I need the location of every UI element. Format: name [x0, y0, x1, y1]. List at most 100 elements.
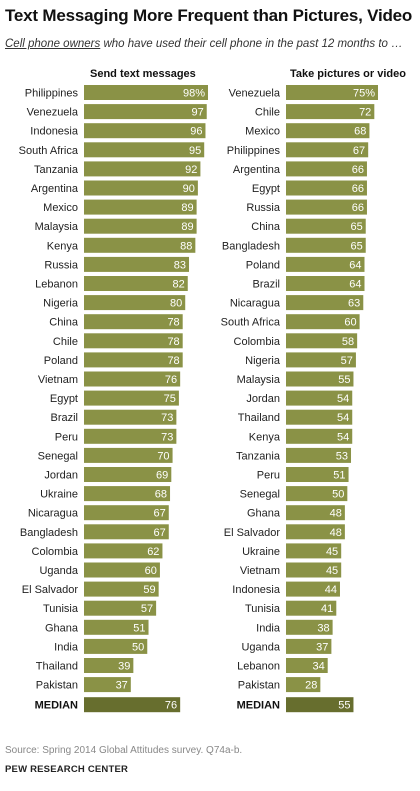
bar-value-label: 78	[167, 336, 179, 348]
bar	[286, 104, 375, 120]
bar	[84, 295, 186, 311]
category-label: Russia	[44, 259, 79, 271]
bar	[286, 142, 369, 158]
bar	[84, 638, 148, 654]
bar-value-label: 89	[181, 202, 193, 214]
category-label: Philippines	[25, 88, 79, 100]
category-label: South Africa	[19, 145, 79, 157]
bar-value-label: 50	[132, 641, 144, 653]
bar	[286, 314, 360, 330]
bar	[84, 467, 172, 482]
category-label: China	[49, 317, 79, 329]
bar-value-label: 51	[133, 622, 145, 634]
bar	[84, 409, 177, 425]
category-label: Nicaragua	[28, 508, 79, 520]
category-label: Uganda	[241, 641, 280, 653]
bar	[84, 600, 157, 616]
bar	[286, 180, 367, 196]
chart-panel-1: Send text messages Philippines 98% Venezuel…	[19, 68, 208, 713]
category-label: Nigeria	[245, 355, 281, 367]
bar	[84, 276, 188, 291]
bar	[84, 428, 177, 444]
bar-value-label: 97	[191, 107, 203, 119]
category-label: Venezuela	[27, 107, 79, 119]
category-label: Malaysia	[35, 221, 79, 233]
bar-value-label: 70	[157, 450, 169, 462]
category-label: Indonesia	[232, 584, 281, 596]
category-label: Peru	[55, 431, 78, 443]
bar	[286, 447, 352, 463]
category-label: China	[251, 221, 281, 233]
bar-value-label: 96	[190, 126, 202, 138]
bar	[286, 237, 366, 253]
bar-value-label: 58	[342, 336, 354, 348]
category-label: Tunisia	[245, 603, 281, 615]
bar-value-label: 59	[143, 584, 155, 596]
bar	[286, 352, 356, 368]
bar	[84, 104, 207, 120]
bar-value-label: 54	[337, 412, 349, 424]
bar	[84, 161, 201, 177]
bar	[286, 467, 349, 482]
bar	[84, 123, 206, 139]
bar-value-label: 37	[116, 680, 128, 692]
bar	[286, 295, 364, 311]
category-label: Vietnam	[240, 565, 280, 577]
category-label: Malaysia	[237, 374, 281, 386]
category-label: Philippines	[227, 145, 281, 157]
bar-value-label: 62	[147, 546, 159, 558]
bar-value-label: 66	[352, 164, 364, 176]
bar	[84, 658, 134, 673]
bar	[286, 409, 353, 425]
bar	[84, 371, 181, 387]
category-label: Ukraine	[242, 546, 280, 558]
bar	[286, 333, 358, 349]
category-label: Kenya	[249, 431, 281, 443]
category-label: Nigeria	[43, 298, 79, 310]
bar-value-label: 53	[336, 450, 348, 462]
category-label: Venezuela	[229, 88, 281, 100]
bar-value-label: 72	[359, 107, 371, 119]
bar	[286, 505, 345, 521]
category-label: Thailand	[36, 661, 78, 673]
category-label: Argentina	[31, 183, 79, 195]
bar-value-label: 89	[181, 221, 193, 233]
bar-value-label: 98%	[183, 88, 205, 100]
category-label: Senegal	[240, 489, 280, 501]
bar-value-label: 69	[156, 470, 168, 482]
bar-value-label: 50	[332, 489, 344, 501]
bar	[84, 333, 183, 349]
bar-value-label: 57	[141, 603, 153, 615]
bar-value-label: 34	[312, 661, 324, 673]
category-label: Russia	[246, 202, 281, 214]
category-label: Chile	[53, 336, 78, 348]
category-label: India	[256, 622, 281, 634]
bar-value-label: 44	[325, 584, 337, 596]
bar-value-label: 80	[170, 298, 182, 310]
category-label: Pakistan	[238, 680, 280, 692]
bar-value-label: 37	[316, 641, 328, 653]
bar	[84, 352, 183, 368]
bar	[84, 543, 163, 559]
bar-value-label: 73	[161, 431, 173, 443]
bar	[84, 524, 169, 540]
bar	[286, 371, 354, 387]
category-label: Chile	[255, 107, 280, 119]
bar-value-label: 38	[317, 622, 329, 634]
bar-value-label: 41	[321, 603, 333, 615]
category-label: Mexico	[43, 202, 78, 214]
bar-value-label: 92	[185, 164, 197, 176]
bar-value-label: 51	[333, 470, 345, 482]
category-label: Colombia	[32, 546, 79, 558]
bar	[286, 543, 342, 559]
bar-value-label: 48	[330, 527, 342, 539]
chart-panel-2: Take pictures or video Venezuela 75% Chile 7…	[221, 68, 406, 713]
bar-value-label: 28	[305, 680, 317, 692]
category-label: Vietnam	[38, 374, 78, 386]
bar	[286, 256, 365, 272]
bar	[84, 390, 179, 406]
median-label: MEDIAN	[35, 700, 78, 712]
bar-value-label: 68	[155, 489, 167, 501]
panel-heading: Send text messages	[90, 68, 196, 80]
